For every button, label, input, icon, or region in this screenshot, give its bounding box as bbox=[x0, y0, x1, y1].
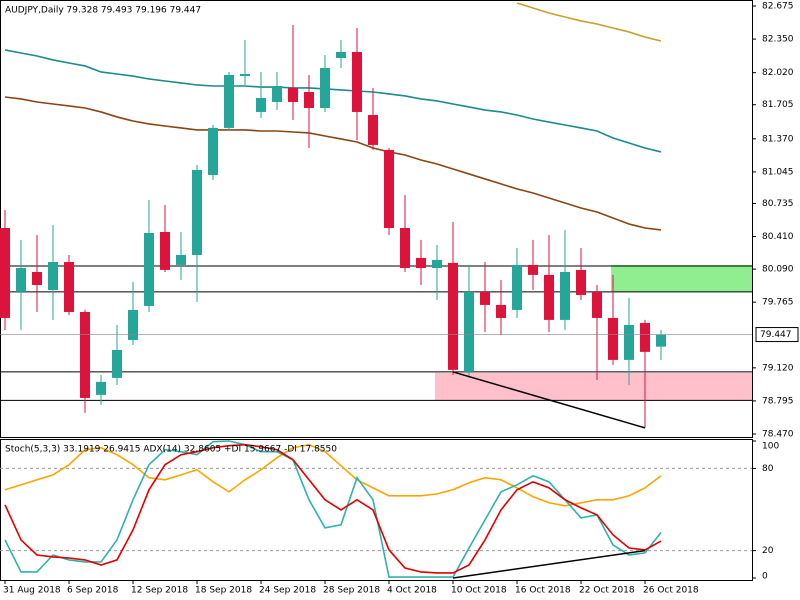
candle-body bbox=[240, 73, 250, 77]
candle-body bbox=[32, 271, 42, 285]
candle-body bbox=[224, 75, 234, 128]
candle-body bbox=[96, 381, 106, 395]
candle-body bbox=[192, 169, 202, 255]
series-line bbox=[4, 440, 662, 578]
candle-body bbox=[400, 227, 410, 268]
main-title: AUDJPY,Daily 79.328 79.493 79.196 79.447 bbox=[5, 6, 201, 16]
candle-body bbox=[416, 257, 426, 268]
candle-body bbox=[656, 334, 666, 347]
candle-body bbox=[496, 304, 506, 318]
series-line bbox=[4, 443, 662, 574]
y-tick-label: 100 bbox=[762, 442, 779, 452]
candle-body bbox=[48, 261, 58, 290]
candle-body bbox=[64, 261, 74, 312]
y-tick-label: 80.410 bbox=[762, 232, 794, 242]
y-tick-label: 81.370 bbox=[762, 134, 794, 144]
candle-body bbox=[208, 127, 218, 175]
series-line bbox=[4, 49, 662, 153]
candle-body bbox=[528, 264, 538, 275]
zone bbox=[611, 264, 752, 292]
candle-body bbox=[560, 271, 570, 320]
main-plot bbox=[0, 2, 752, 429]
series-line bbox=[4, 443, 662, 507]
x-tick-label: 16 Oct 2018 bbox=[515, 586, 571, 596]
candle-body bbox=[320, 67, 330, 108]
y-tick-label: 80.735 bbox=[762, 199, 794, 209]
candle-body bbox=[448, 262, 458, 370]
x-tick-label: 24 Sep 2018 bbox=[259, 586, 316, 596]
y-tick-label: 20 bbox=[762, 546, 774, 556]
candle-body bbox=[128, 309, 138, 340]
candle-body bbox=[464, 291, 474, 372]
trend-line bbox=[452, 371, 646, 429]
y-tick-label: 82.350 bbox=[762, 35, 794, 45]
candle-body bbox=[16, 267, 26, 292]
sub-title: Stoch(5,3,3) 33.1919 26.9415 ADX(14) 32.… bbox=[5, 445, 337, 455]
x-tick-label: 18 Sep 2018 bbox=[195, 586, 252, 596]
y-tick-label: 79.765 bbox=[762, 298, 794, 308]
x-tick-label: 22 Oct 2018 bbox=[579, 586, 635, 596]
candle-body bbox=[256, 98, 266, 112]
candle-body bbox=[144, 232, 154, 306]
x-tick-label: 4 Oct 2018 bbox=[387, 586, 437, 596]
candle-body bbox=[176, 254, 186, 265]
series-line bbox=[516, 2, 662, 42]
candle-body bbox=[80, 311, 90, 398]
zone bbox=[435, 372, 752, 401]
candle-body bbox=[480, 291, 490, 305]
candle-body bbox=[608, 317, 618, 360]
y-tick-label: 0 bbox=[762, 572, 768, 582]
candle-body bbox=[576, 269, 586, 295]
x-tick-label: 28 Sep 2018 bbox=[323, 586, 380, 596]
candle-body bbox=[288, 87, 298, 102]
candle-body bbox=[544, 274, 554, 320]
candle-body bbox=[352, 52, 362, 112]
candle-body bbox=[432, 259, 442, 268]
candle-body bbox=[512, 264, 522, 310]
candle-body bbox=[336, 52, 346, 59]
axes: 82.675 82.350 82.020 81.705 81.370 81.045 80.7… bbox=[3, 2, 799, 596]
candle-body bbox=[384, 149, 394, 228]
y-tick-label: 82.020 bbox=[762, 68, 794, 78]
y-tick-label: 80 bbox=[762, 464, 774, 474]
sub-frame bbox=[0, 439, 753, 581]
x-tick-label: 6 Sep 2018 bbox=[67, 586, 119, 596]
candle-body bbox=[304, 92, 314, 108]
y-tick-label: 79.120 bbox=[762, 363, 794, 373]
series-line bbox=[4, 96, 662, 231]
x-tick-label: 31 Aug 2018 bbox=[3, 586, 61, 596]
candle-body bbox=[640, 322, 650, 352]
x-tick-label: 10 Oct 2018 bbox=[451, 586, 507, 596]
candle-body bbox=[592, 291, 602, 318]
main-frame bbox=[0, 0, 753, 438]
y-tick-label: 81.045 bbox=[762, 167, 794, 177]
y-tick-label: 81.705 bbox=[762, 100, 794, 110]
y-tick-label: 80.090 bbox=[762, 265, 794, 275]
sub-plot bbox=[0, 440, 752, 579]
x-tick-label: 26 Oct 2018 bbox=[643, 586, 699, 596]
last-price-box bbox=[755, 327, 799, 343]
candle-body bbox=[368, 115, 378, 145]
x-tick-label: 12 Sep 2018 bbox=[131, 586, 188, 596]
candle-body bbox=[112, 349, 122, 378]
candle-body bbox=[0, 227, 10, 318]
candle-body bbox=[272, 86, 282, 102]
candle-body bbox=[624, 324, 634, 360]
last-price-label: 79.447 bbox=[760, 330, 792, 340]
y-tick-label: 78.470 bbox=[762, 430, 794, 440]
y-tick-label: 82.675 bbox=[762, 2, 794, 12]
trend-line bbox=[452, 549, 646, 579]
y-tick-label: 78.795 bbox=[762, 396, 794, 406]
candle-body bbox=[160, 231, 170, 270]
